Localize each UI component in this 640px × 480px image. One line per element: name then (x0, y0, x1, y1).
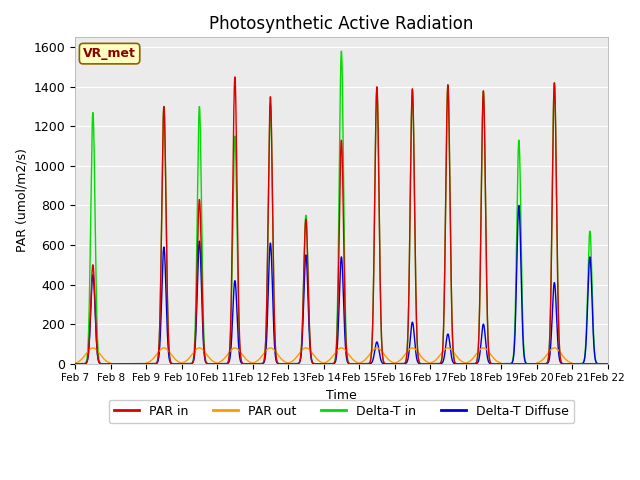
Y-axis label: PAR (umol/m2/s): PAR (umol/m2/s) (15, 149, 28, 252)
X-axis label: Time: Time (326, 389, 356, 402)
Text: VR_met: VR_met (83, 47, 136, 60)
Legend: PAR in, PAR out, Delta-T in, Delta-T Diffuse: PAR in, PAR out, Delta-T in, Delta-T Dif… (109, 400, 574, 423)
Title: Photosynthetic Active Radiation: Photosynthetic Active Radiation (209, 15, 474, 33)
